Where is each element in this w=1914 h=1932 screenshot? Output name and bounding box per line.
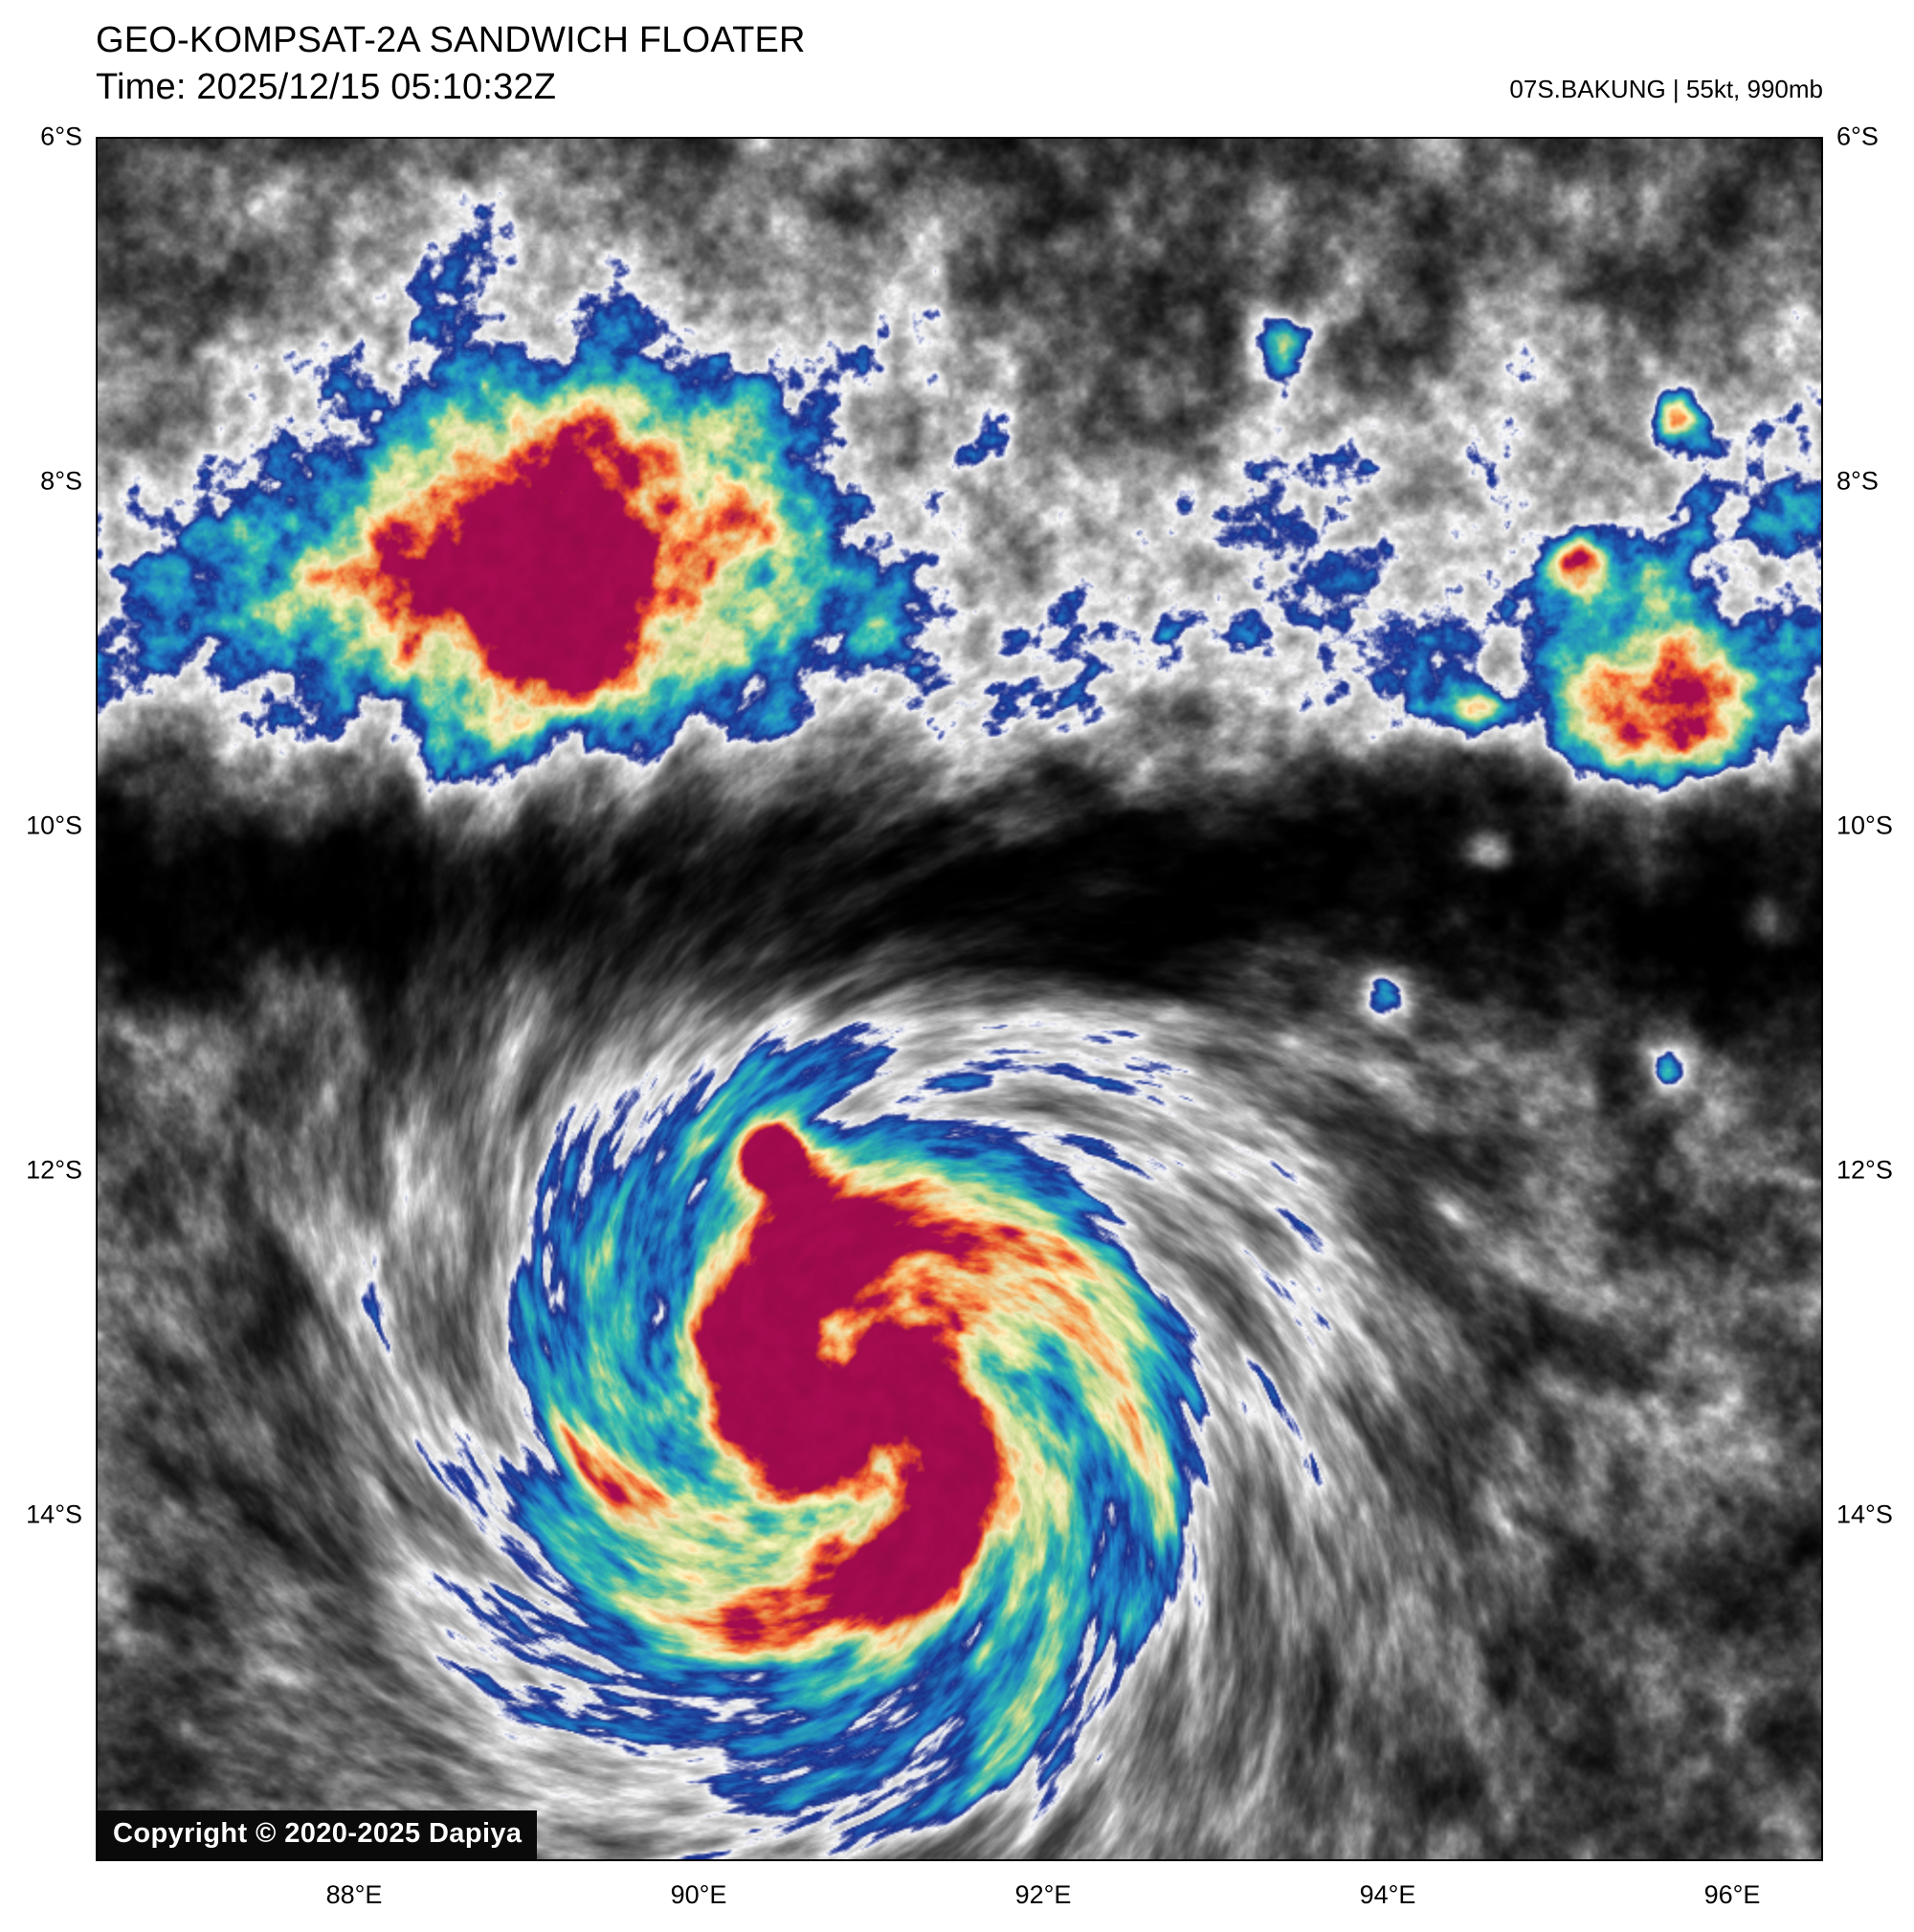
lat-tick-right-1: 8°S [1836, 466, 1879, 496]
lon-tick-2: 92°E [1014, 1880, 1072, 1909]
lon-tick-0: 88°E [325, 1880, 383, 1909]
header-title-block: GEO-KOMPSAT-2A SANDWICH FLOATER Time: 20… [96, 17, 806, 110]
lat-tick-right-0: 6°S [1836, 122, 1879, 151]
lon-tick-4: 96°E [1703, 1880, 1761, 1909]
satellite-image-panel: Copyright © 2020-2025 Dapiya [96, 137, 1823, 1861]
storm-info-label: 07S.BAKUNG | 55kt, 990mb [1509, 75, 1823, 103]
lon-tick-1: 90°E [670, 1880, 727, 1909]
lat-tick-left-4: 14°S [26, 1499, 82, 1529]
lat-tick-right-4: 14°S [1836, 1499, 1893, 1529]
copyright-badge: Copyright © 2020-2025 Dapiya [98, 1810, 538, 1859]
satellite-imagery-canvas [98, 139, 1821, 1859]
timestamp-label: Time: 2025/12/15 05:10:32Z [96, 66, 557, 107]
lat-tick-left-3: 12°S [26, 1155, 82, 1185]
lat-tick-left-1: 8°S [40, 466, 82, 496]
page-title: GEO-KOMPSAT-2A SANDWICH FLOATER [96, 20, 806, 60]
lat-tick-right-3: 12°S [1836, 1155, 1893, 1185]
lon-tick-3: 94°E [1359, 1880, 1416, 1909]
lat-tick-right-2: 10°S [1836, 811, 1893, 840]
lat-tick-left-2: 10°S [26, 811, 82, 840]
lat-tick-left-0: 6°S [40, 122, 82, 151]
